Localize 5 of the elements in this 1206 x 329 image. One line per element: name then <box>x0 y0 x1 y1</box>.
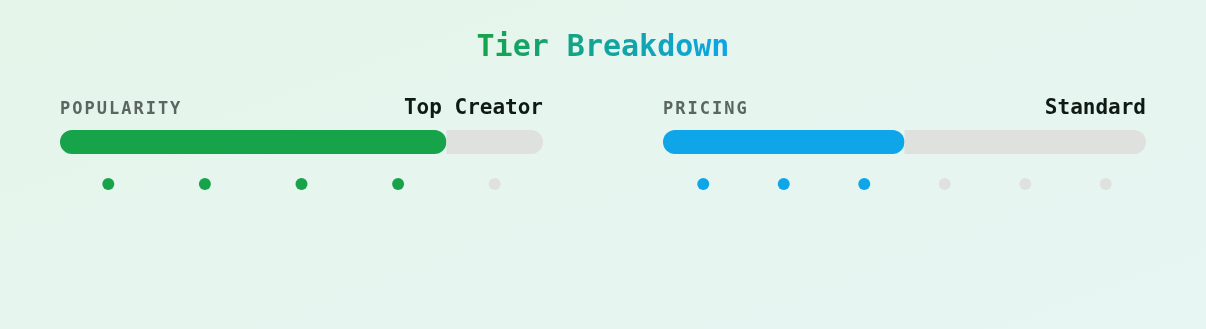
chart-subtitle: Standard <box>1044 95 1146 119</box>
chart-title: PRICING <box>663 98 749 118</box>
text: Tier Breakdown <box>476 28 730 63</box>
chart-title: POPULARITY <box>60 98 183 118</box>
chart-subtitle: Top Creator <box>403 95 543 119</box>
